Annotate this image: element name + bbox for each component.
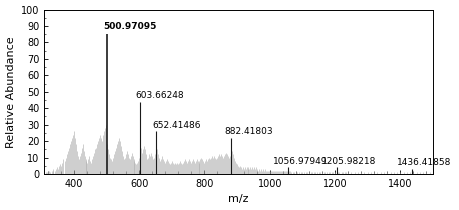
Text: 882.41803: 882.41803 <box>224 127 272 136</box>
Text: 603.66248: 603.66248 <box>135 91 184 100</box>
X-axis label: m/z: m/z <box>228 194 248 205</box>
Text: 500.97095: 500.97095 <box>103 22 156 31</box>
Text: 1436.41858: 1436.41858 <box>396 159 450 167</box>
Y-axis label: Relative Abundance: Relative Abundance <box>6 36 16 148</box>
Text: 652.41486: 652.41486 <box>152 121 200 130</box>
Text: 1205.98218: 1205.98218 <box>321 157 375 166</box>
Text: 1056.97949: 1056.97949 <box>272 157 327 166</box>
